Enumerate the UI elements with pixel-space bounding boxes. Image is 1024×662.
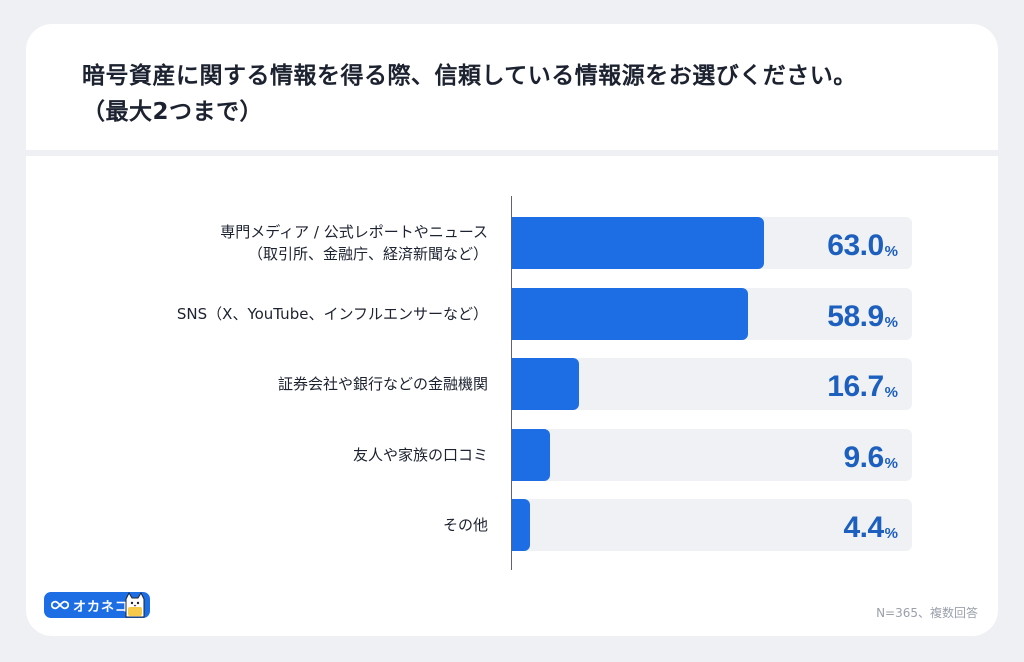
value-number: 63.0 xyxy=(827,229,884,262)
bar-row: 専門メディア / 公式レポートやニュース （取引所、金融庁、経済新聞など） 63.0… xyxy=(26,217,998,269)
category-label: 証券会社や銀行などの金融機関 xyxy=(278,358,488,410)
bar xyxy=(512,217,764,269)
value-label: 58.9% xyxy=(827,288,898,340)
category-label-line: （取引所、金融庁、経済新聞など） xyxy=(247,245,488,263)
bar-track: 63.0% xyxy=(512,217,912,269)
value-unit: % xyxy=(884,243,898,260)
value-number: 9.6 xyxy=(843,440,884,474)
category-axis-line xyxy=(511,196,512,570)
category-label-line: 友人や家族の口コミ xyxy=(352,445,488,464)
brand-name: オカネコ xyxy=(73,599,129,615)
value-unit: % xyxy=(884,525,898,542)
chart-title: 暗号資産に関する情報を得る際、信頼している情報源をお選びください。 （最大2つまで… xyxy=(82,58,962,130)
category-label: 友人や家族の口コミ xyxy=(353,429,488,481)
bar-row: その他 4.4% xyxy=(26,499,998,551)
cat-mascot-icon xyxy=(125,591,145,618)
category-label-line: その他 xyxy=(442,516,488,534)
category-label-line: SNS（X、YouTube、インフルエンサーなど） xyxy=(176,304,488,323)
sample-size-note: N=365、複数回答 xyxy=(876,606,978,620)
bar xyxy=(512,499,530,551)
bar-track: 16.7% xyxy=(512,358,912,410)
category-label-line: 証券会社や銀行などの金融機関 xyxy=(277,375,488,393)
value-label: 16.7% xyxy=(827,358,898,410)
bar-row: SNS（X、YouTube、インフルエンサーなど） 58.9% xyxy=(26,287,998,340)
value-number: 4.4 xyxy=(843,511,884,544)
value-label: 63.0% xyxy=(827,217,898,269)
bar xyxy=(512,428,551,481)
category-label: その他 xyxy=(443,499,488,551)
value-number: 16.7 xyxy=(827,370,884,403)
chart-card: 暗号資産に関する情報を得る際、信頼している情報源をお選びください。 （最大2つまで… xyxy=(26,24,998,636)
value-number: 58.9 xyxy=(827,299,884,333)
plot-area: 専門メディア / 公式レポートやニュース （取引所、金融庁、経済新聞など） 63.0… xyxy=(26,156,998,596)
bar-track: 58.9% xyxy=(512,287,912,340)
bar-row: 友人や家族の口コミ 9.6% xyxy=(26,428,998,481)
chart-title-line: （最大2つまで） xyxy=(82,99,264,125)
bar-track: 9.6% xyxy=(512,428,912,481)
value-label: 9.6% xyxy=(843,429,898,481)
value-label: 4.4% xyxy=(843,499,898,551)
header-divider xyxy=(26,150,998,156)
category-label-line: 専門メディア / 公式レポートやニュース xyxy=(220,223,488,241)
category-label: 専門メディア / 公式レポートやニュース （取引所、金融庁、経済新聞など） xyxy=(220,217,488,269)
chart-title-line: 暗号資産に関する情報を得る際、信頼している情報源をお選びください。 xyxy=(82,63,857,89)
bar xyxy=(512,358,579,410)
brand-logo: オカネコ xyxy=(44,591,150,618)
value-unit: % xyxy=(884,313,898,331)
bar-track: 4.4% xyxy=(512,499,912,551)
bar xyxy=(512,287,748,340)
chart-header: 暗号資産に関する情報を得る際、信頼している情報源をお選びください。 （最大2つまで… xyxy=(26,24,998,151)
value-unit: % xyxy=(884,384,898,401)
bar-row: 証券会社や銀行などの金融機関 16.7% xyxy=(26,358,998,410)
category-label: SNS（X、YouTube、インフルエンサーなど） xyxy=(177,288,488,340)
value-unit: % xyxy=(884,454,898,472)
infinity-icon xyxy=(51,600,69,610)
